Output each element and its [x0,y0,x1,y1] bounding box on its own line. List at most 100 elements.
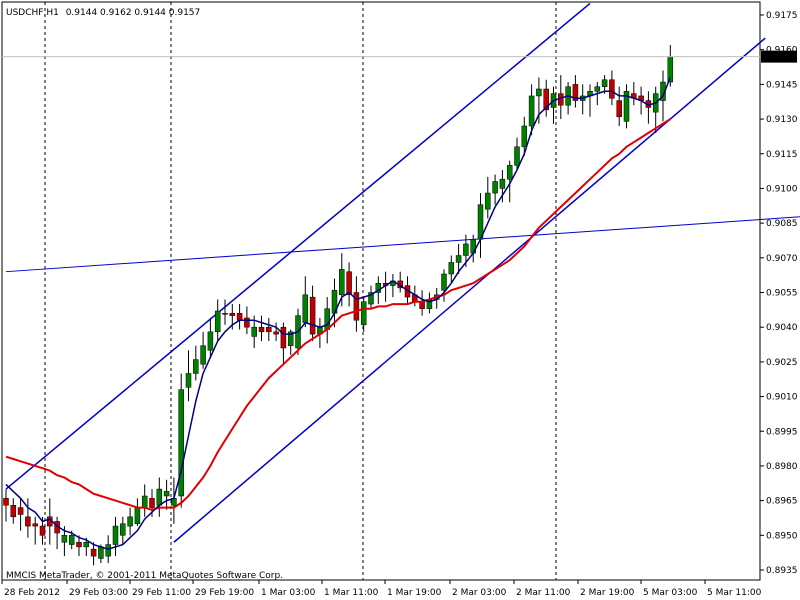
candle-body [339,269,345,296]
candle-body [543,88,549,111]
price-tick-label: 0.9010 [766,393,798,403]
candle-body [346,271,352,296]
candle-body [353,292,360,321]
candle-body [514,146,520,166]
candle-body [10,505,17,518]
candle-body [266,326,272,333]
time-tick-label: 5 Mar 11:00 [707,588,762,598]
candle-body [61,535,68,543]
candle-body [506,165,513,180]
candle-body [360,301,367,326]
candle-body [609,79,615,99]
time-tick-label: 28 Feb 2012 [4,588,60,598]
candle-body [25,516,31,527]
price-axis[interactable]: 0.91750.91600.91450.91300.91150.91000.90… [760,11,798,576]
candle-body [572,84,579,101]
candle-body [536,88,542,97]
candle-body [17,507,24,515]
time-tick-label: 29 Feb 19:00 [195,588,254,598]
price-tick-label: 0.9175 [766,11,798,21]
candle-body [441,273,447,291]
time-tick-label: 29 Feb 03:00 [69,588,128,598]
candle-body [601,79,608,87]
price-tick-label: 0.8935 [766,566,798,576]
ohlc-values: 0.9144 0.9162 0.9144 0.9157 [66,8,201,18]
slow-moving-average [5,118,671,511]
time-tick-label: 2 Mar 11:00 [516,588,571,598]
candle-body [68,535,75,545]
candle-body [39,525,46,536]
candle-body [200,345,206,365]
candle-body [287,331,294,346]
trend-line [5,216,800,273]
candle-body [120,523,126,536]
price-tick-label: 0.9115 [766,150,798,160]
candle-body [236,313,243,321]
price-tick-label: 0.9100 [766,184,798,194]
price-tick-label: 0.9145 [766,80,798,90]
candle-body [178,389,184,497]
price-tick-label: 0.8950 [766,531,798,541]
candle-body [302,294,309,323]
candle-body [485,192,491,210]
candle-body [280,326,287,349]
candle-body [309,296,316,335]
price-tick-label: 0.9130 [766,115,798,125]
candle-body [83,542,90,548]
candle-body [222,313,228,315]
candle-body [3,498,9,506]
candle-body [324,308,330,330]
time-tick-label: 2 Mar 19:00 [580,588,635,598]
trend-line [5,2,591,490]
time-tick-label: 2 Mar 03:00 [452,588,507,598]
candle-body [492,181,498,194]
candle-body [244,317,250,328]
time-axis[interactable]: 28 Feb 2012 29 Feb 03:00 29 Feb 11:00 29 Fe… [1,580,762,598]
candle-body [90,548,97,557]
candle-body [105,544,111,557]
time-tick-label: 1 Mar 19:00 [387,588,442,598]
candle-body [419,301,425,309]
candle-body [623,91,630,122]
price-tick-label: 0.9070 [766,254,798,264]
fast-moving-average [5,77,671,550]
candle-body [127,516,133,527]
candle-body [616,100,622,117]
time-tick-label: 29 Feb 11:00 [132,588,191,598]
candle-body [185,373,192,388]
current-price-marker: 0.9157 [761,50,797,63]
candle-body [251,326,257,337]
candle-body [448,262,455,275]
candle-body [273,331,279,335]
copyright-footer: MMCIS MetaTrader, © 2001-2011 MetaQuotes… [6,571,283,581]
candle-body [163,491,170,497]
candle-body [112,525,119,545]
time-tick-label: 1 Mar 03:00 [261,588,316,598]
candle-body [207,331,214,351]
candle-body [149,498,155,508]
candle-body [98,546,104,559]
candle-body [258,326,265,333]
candle-body [76,542,82,548]
candle-body [141,495,148,508]
candle-body [193,359,199,374]
chart-header: USDCHF,H1 0.9144 0.9162 0.9144 0.9157 [6,8,200,18]
candle-body [455,255,462,263]
candle-body [521,125,528,148]
symbol-label: USDCHF,H1 [6,8,59,18]
time-tick-label: 5 Mar 03:00 [643,588,698,598]
price-tick-label: 0.9025 [766,358,798,368]
candle-body [594,86,601,92]
price-tick-label: 0.9085 [766,219,798,229]
candle-body [134,507,141,524]
period-separators [44,2,557,580]
price-tick-label: 0.8995 [766,427,798,437]
candle-body [229,313,236,316]
price-tick-label: 0.8965 [766,497,798,507]
candle-body [156,488,163,506]
candle-body [499,178,506,189]
current-price-label: 0.9157 [765,53,797,63]
price-tick-label: 0.9055 [766,289,798,299]
moving-averages [5,77,671,550]
